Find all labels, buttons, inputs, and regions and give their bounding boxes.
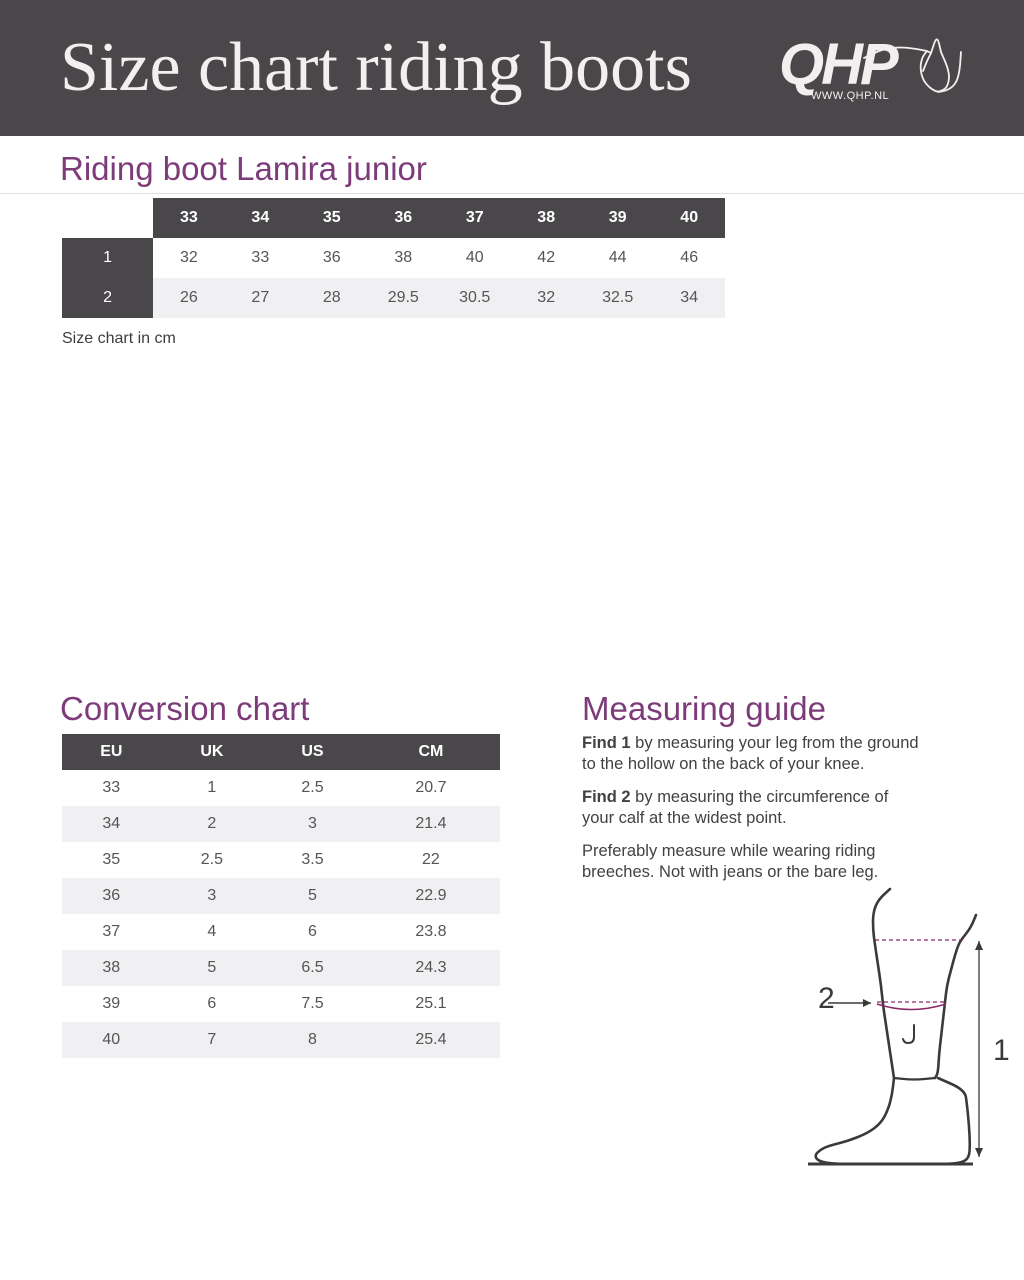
svg-text:2: 2 <box>818 982 835 1015</box>
svg-text:WWW.QHP.NL: WWW.QHP.NL <box>811 90 889 102</box>
svg-text:QHP: QHP <box>779 32 899 97</box>
svg-text:1: 1 <box>993 1034 1010 1067</box>
